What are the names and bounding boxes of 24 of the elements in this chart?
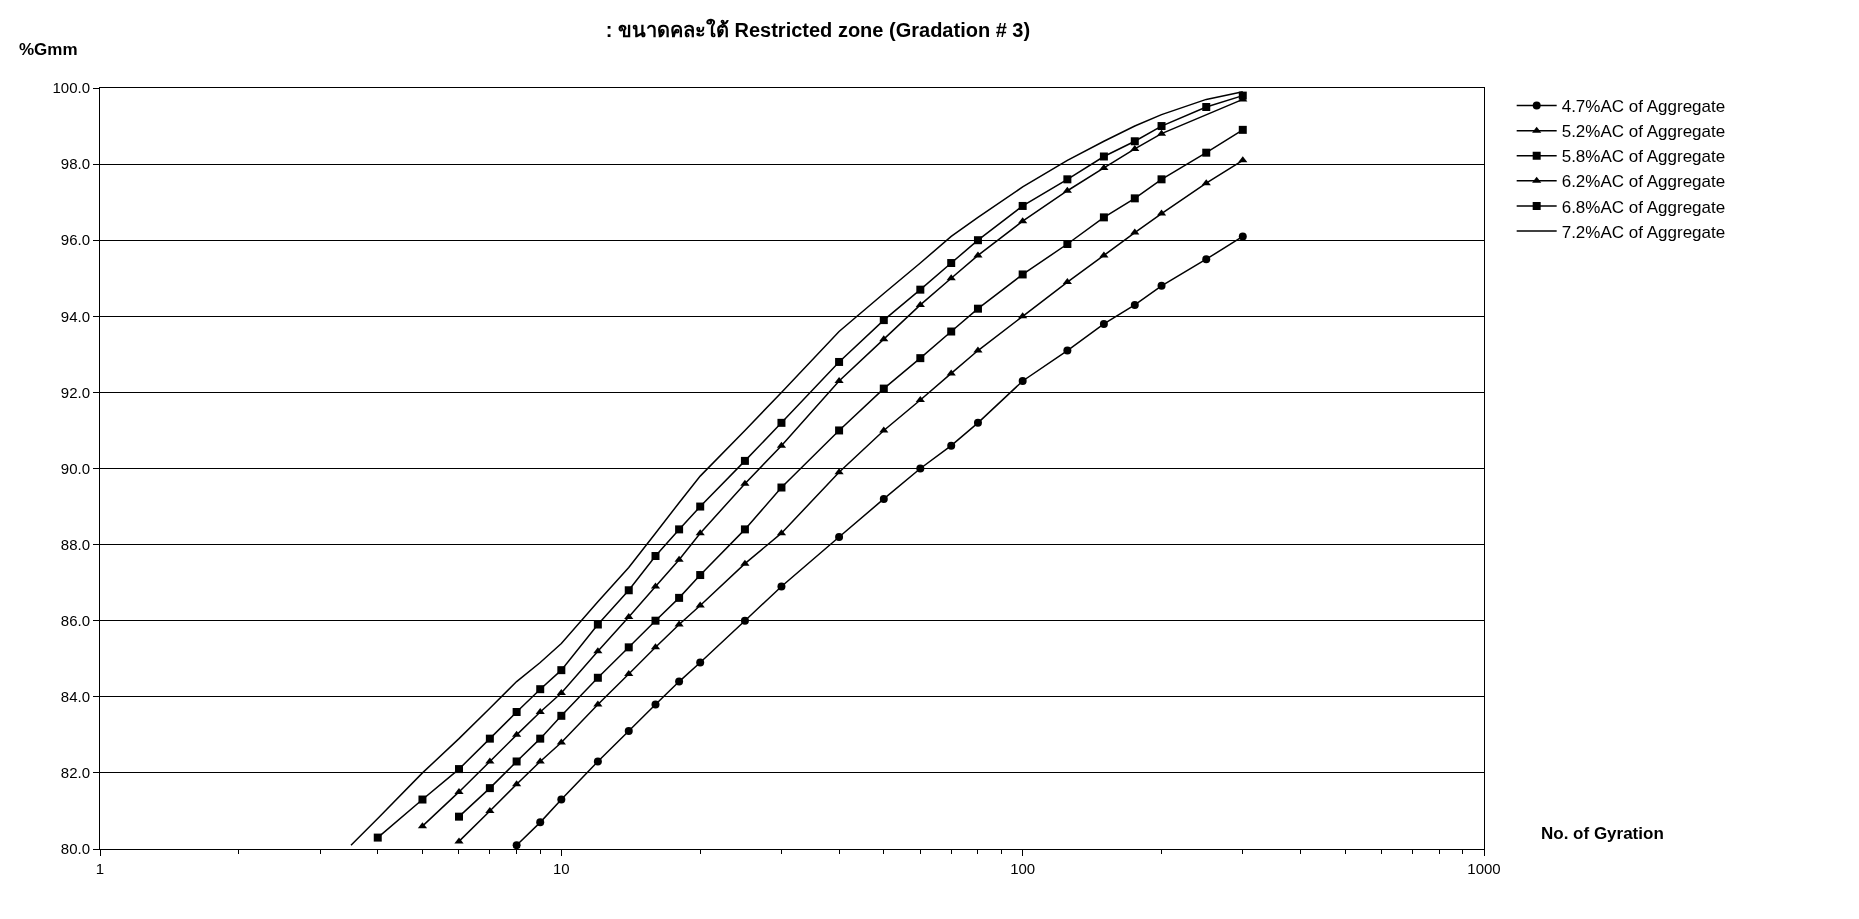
y-tick-label: 90.0 (60, 459, 90, 477)
y-tick-label: 88.0 (60, 535, 90, 553)
y-tick-label: 82.0 (60, 764, 90, 782)
y-tick-label: 100.0 (52, 79, 90, 97)
legend-label: 5.2%AC of Aggregate (1561, 122, 1726, 142)
y-tick-label: 84.0 (60, 688, 90, 706)
y-tick-label: 92.0 (60, 383, 90, 401)
x-tick-label: 1000 (1467, 860, 1501, 877)
legend-label: 6.8%AC of Aggregate (1561, 197, 1726, 217)
x-tick-label: 100 (1010, 860, 1036, 877)
y-tick-label: 94.0 (60, 307, 90, 325)
y-tick-label: 86.0 (60, 611, 90, 629)
legend-label: 6.2%AC of Aggregate (1561, 172, 1726, 192)
x-tick-label: 1 (95, 860, 105, 877)
y-axis-title: %Gmm (19, 40, 78, 59)
legend-label: 5.8%AC of Aggregate (1561, 147, 1726, 167)
y-tick-label: 80.0 (60, 840, 90, 858)
legend-label: 4.7%AC of Aggregate (1561, 97, 1726, 117)
x-axis-title: No. of Gyration (1541, 824, 1664, 843)
y-tick-label: 96.0 (60, 231, 90, 249)
x-tick-label: 10 (552, 860, 570, 877)
legend-label: 7.2%AC of Aggregate (1561, 222, 1726, 242)
y-tick-label: 98.0 (60, 155, 90, 173)
chart-title: : ขนาดคละใต้ Restricted zone (Gradation # 3) (605, 17, 1031, 41)
